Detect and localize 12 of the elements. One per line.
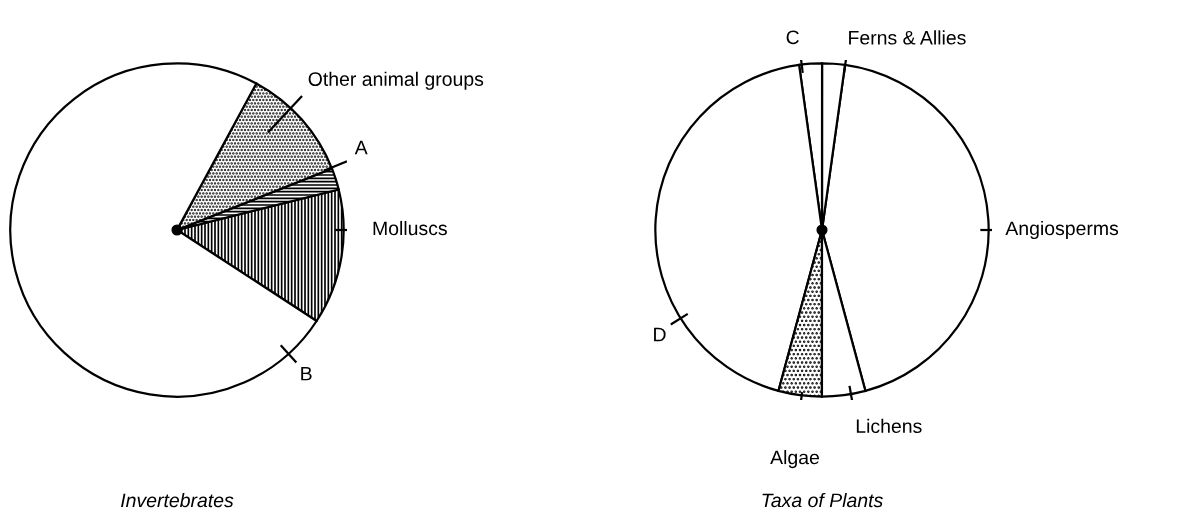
slice-label: Lichens: [856, 418, 922, 434]
slice-label: Molluscs: [373, 220, 447, 236]
slice-label: Algae: [770, 450, 819, 469]
slice-label: Ferns & Allies: [849, 30, 966, 45]
slice-label: Other animal groups: [308, 71, 484, 90]
text: Invertebrates: [121, 492, 234, 508]
slice-label: C: [786, 30, 799, 45]
slice-label: B: [301, 366, 312, 381]
slice-label: Angiosperms: [1005, 220, 1119, 240]
slice-label: A: [354, 140, 368, 155]
text: Taxa of Plants: [762, 492, 883, 508]
slice-label: D: [654, 327, 666, 342]
